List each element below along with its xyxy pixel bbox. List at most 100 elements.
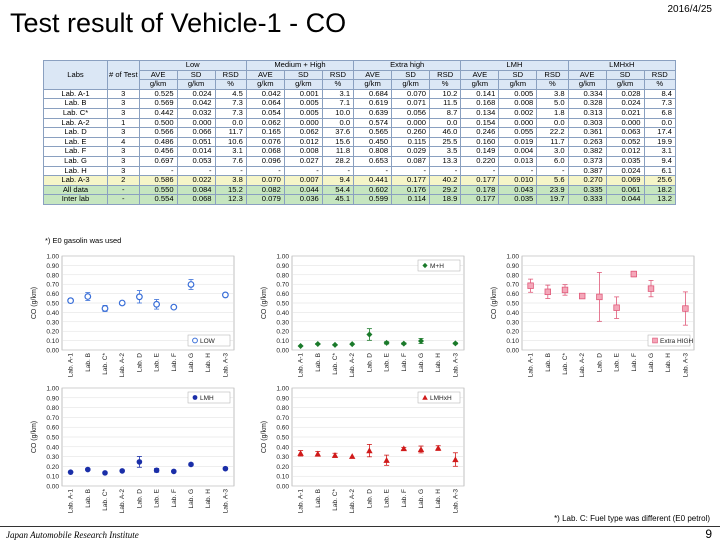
chart-exh: 0.00 0.10 0.20 0.30 0.40 0.50 0.60 0.70 0.80 0.90… [491, 254, 695, 377]
results-table-container: Labs # of Test Low Medium + High Extra h… [43, 60, 677, 205]
x-tick-label: Lab. B [85, 353, 92, 372]
value-cell: 46.0 [429, 127, 462, 138]
x-tick-label: Lab. C* [332, 353, 339, 375]
y-tick-label: 0.40 [46, 310, 59, 317]
y-axis-label: CO (g/km) [31, 287, 38, 319]
x-tick-label: Lab. D [366, 489, 373, 508]
value-cell: 0.056 [391, 107, 431, 119]
y-tick-label: 0.70 [506, 282, 519, 289]
data-point [153, 467, 160, 474]
x-tick-label: Lab. A-3 [452, 353, 459, 378]
value-cell: 9.4 [643, 155, 677, 167]
x-tick-label: Lab. A-2 [349, 489, 356, 514]
value-cell: 0.373 [567, 155, 607, 167]
data-point [222, 465, 229, 472]
table-row: Lab. B 3 0.569 0.042 7.3 0.064 0.005 7.1 0.619 0.… [43, 98, 677, 109]
unit-header-cell: g/km [498, 79, 538, 90]
x-tick-label: Lab. H [205, 489, 212, 508]
y-tick-label: 0.60 [46, 425, 59, 432]
unit-header-cell: g/km [567, 79, 607, 90]
value-cell: 10.0 [321, 107, 355, 119]
table-row: Lab. H 3- - - - - - - - - - - -0.387 0.024 6.1 [43, 165, 677, 177]
y-tick-label: 0.30 [276, 319, 289, 326]
data-point [119, 468, 125, 474]
y-tick-label: 1.00 [276, 254, 289, 261]
table-row: Lab. F 3 0.456 0.014 3.1 0.068 0.008 11.8 0.808 0… [43, 146, 677, 157]
x-tick-label: Lab. G [188, 489, 195, 509]
value-cell: 0.008 [283, 146, 323, 157]
group-header-lmhxh: LMHxH [567, 60, 677, 71]
x-tick-label: Lab. A-1 [298, 353, 305, 378]
data-point [170, 303, 178, 311]
value-cell: 0.566 [138, 127, 178, 138]
value-cell: 0.177 [460, 175, 500, 186]
y-tick-label: 0.90 [506, 263, 519, 270]
value-cell: 0.022 [176, 175, 216, 186]
lab-cell: Lab. C* [43, 107, 108, 119]
data-point [314, 450, 321, 457]
value-cell: 13.3 [429, 155, 462, 167]
y-tick-label: 0.40 [46, 444, 59, 451]
value-cell: 3.1 [214, 146, 247, 157]
test-count-cell: 2 [107, 175, 140, 186]
value-cell: 0.044 [605, 194, 645, 205]
test-count-cell: 3 [107, 155, 140, 167]
y-tick-label: 1.00 [506, 254, 519, 261]
x-tick-label: Lab. G [648, 353, 655, 373]
unit-header-cell: g/km [245, 79, 285, 90]
y-tick-label: 0.60 [276, 291, 289, 298]
value-cell: 0.069 [605, 175, 645, 186]
y-tick-label: 0.50 [506, 301, 519, 308]
y-tick-label: 0.10 [506, 338, 519, 345]
value-cell: 0.036 [283, 194, 323, 205]
x-tick-label: Lab. D [596, 353, 603, 372]
value-cell: 0.079 [245, 194, 285, 205]
legend-label: LMH [200, 395, 214, 402]
value-cell: 0.220 [460, 155, 500, 167]
x-tick-label: Lab. G [418, 489, 425, 509]
x-tick-label: Lab. A-3 [222, 489, 229, 514]
x-tick-label: Lab. C* [562, 353, 569, 375]
y-tick-label: 0.80 [46, 405, 59, 412]
value-cell: 0.012 [605, 146, 645, 157]
y-tick-label: 0.80 [46, 272, 59, 279]
x-tick-label: Lab. H [665, 353, 672, 372]
data-point [118, 299, 126, 307]
value-cell: 25.6 [643, 175, 677, 186]
value-cell: 0.021 [605, 107, 645, 119]
x-tick-label: Lab. C* [102, 353, 109, 375]
x-tick-label: Lab. E [384, 352, 391, 371]
footnote-fuel-type: *) Lab. C: Fuel type was different (E0 p… [554, 514, 710, 523]
value-cell: 0.697 [138, 155, 178, 167]
data-point [85, 466, 91, 473]
y-tick-label: 0.40 [506, 310, 519, 317]
unit-header-cell: % [429, 79, 462, 90]
value-cell: 0.062 [283, 127, 323, 138]
value-cell: 0.165 [245, 127, 285, 138]
value-cell: 13.2 [643, 194, 677, 205]
y-tick-label: 1.00 [46, 254, 59, 261]
value-cell: 45.1 [321, 194, 355, 205]
data-point [171, 468, 177, 475]
group-header-mh: Medium + High [245, 60, 355, 71]
x-tick-label: Lab. F [401, 489, 408, 507]
x-tick-label: Lab. H [205, 353, 212, 372]
value-cell: 0.441 [353, 175, 393, 186]
value-cell: 1.8 [536, 107, 569, 119]
x-tick-label: Lab. E [154, 352, 161, 371]
data-point [187, 281, 195, 288]
unit-header-cell: g/km [391, 79, 431, 90]
chart-lmhxh: 0.00 0.10 0.20 0.30 0.40 0.50 0.60 0.70 0.80 0.90… [261, 386, 465, 514]
chart-mh: 0.00 0.10 0.20 0.30 0.40 0.50 0.60 0.70 0.80 0.90… [261, 254, 465, 378]
y-tick-label: 0.20 [276, 329, 289, 336]
data-point [101, 305, 109, 312]
x-tick-label: Lab. H [435, 353, 442, 372]
table-row: Lab. G 3 0.697 0.053 7.6 0.096 0.027 28.2 0.653 0… [43, 155, 677, 167]
lab-cell: Inter lab [43, 194, 108, 205]
y-tick-label: 0.60 [276, 425, 289, 432]
value-cell: 0.456 [138, 146, 178, 157]
data-point [67, 469, 74, 475]
data-point [332, 341, 338, 348]
y-tick-label: 0.00 [46, 484, 59, 491]
y-tick-label: 0.00 [506, 348, 519, 355]
